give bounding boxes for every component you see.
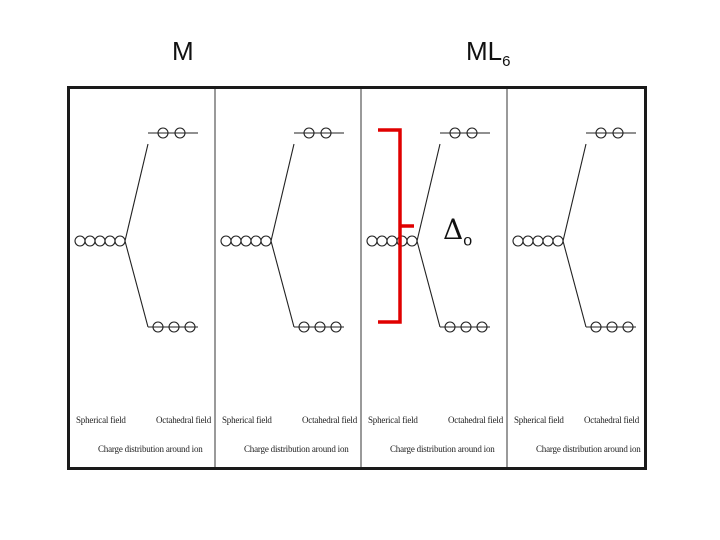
splitting-energy-label: Δo [443, 213, 472, 251]
spherical-field-caption: Spherical field [514, 415, 564, 425]
charge-distribution-caption: Charge distribution around ion [244, 444, 349, 454]
charge-distribution-caption: Charge distribution around ion [98, 444, 203, 454]
splitting-bracket [378, 128, 414, 324]
charge-distribution-caption: Charge distribution around ion [536, 444, 641, 454]
diagram-frame: Spherical field Octahedral field Charge … [67, 86, 647, 470]
splitting-panel-4 [508, 89, 652, 467]
panel-divider [360, 89, 362, 467]
charge-distribution-caption: Charge distribution around ion [390, 444, 495, 454]
complex-label: ML6 [466, 36, 510, 70]
splitting-diagram-2 [220, 127, 344, 333]
panel-divider [506, 89, 508, 467]
octahedral-field-caption: Octahedral field [302, 415, 358, 425]
spherical-field-caption: Spherical field [222, 415, 272, 425]
splitting-diagram-3 [366, 127, 490, 333]
splitting-panel-1 [70, 89, 214, 467]
metal-ion-label: M [172, 36, 194, 66]
delta-symbol: Δ [443, 213, 464, 246]
octahedral-field-caption: Octahedral field [584, 415, 640, 425]
octahedral-field-caption: Octahedral field [156, 415, 212, 425]
complex-label-subscript: 6 [502, 53, 511, 71]
delta-subscript: o [463, 232, 473, 250]
complex-label-base: ML [466, 36, 503, 66]
splitting-diagram-4 [512, 127, 636, 333]
spherical-field-caption: Spherical field [368, 415, 418, 425]
splitting-panel-3 [362, 89, 506, 467]
octahedral-field-caption: Octahedral field [448, 415, 504, 425]
splitting-panel-2 [216, 89, 360, 467]
panel-divider [214, 89, 216, 467]
spherical-field-caption: Spherical field [76, 415, 126, 425]
splitting-diagram-1 [74, 127, 198, 333]
